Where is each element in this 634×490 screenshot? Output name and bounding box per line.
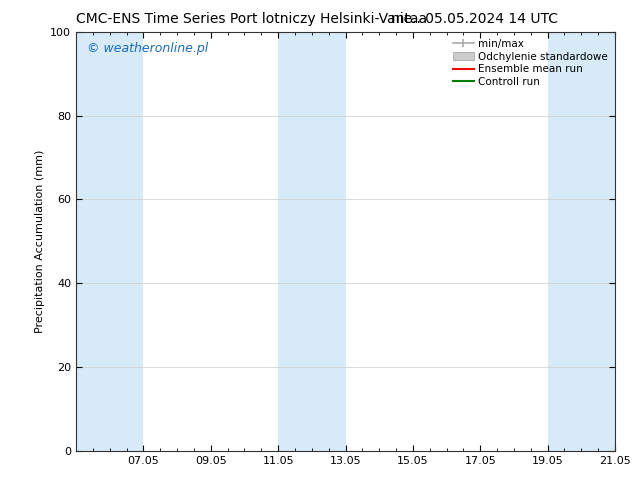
Text: CMC-ENS Time Series Port lotniczy Helsinki-Vantaa: CMC-ENS Time Series Port lotniczy Helsin…	[76, 12, 427, 26]
Bar	[76, 32, 143, 451]
Legend: min/max, Odchylenie standardowe, Ensemble mean run, Controll run: min/max, Odchylenie standardowe, Ensembl…	[451, 37, 610, 89]
Bar	[548, 32, 615, 451]
Text: nie.. 05.05.2024 14 UTC: nie.. 05.05.2024 14 UTC	[391, 12, 558, 26]
Y-axis label: Precipitation Accumulation (mm): Precipitation Accumulation (mm)	[35, 149, 44, 333]
Bar	[278, 32, 346, 451]
Text: © weatheronline.pl: © weatheronline.pl	[87, 42, 208, 55]
